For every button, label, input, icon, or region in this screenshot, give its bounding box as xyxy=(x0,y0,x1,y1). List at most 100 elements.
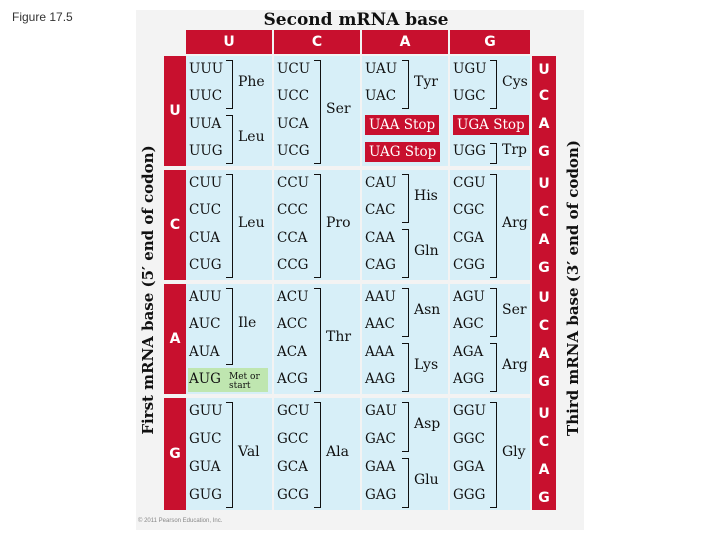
codon: ACA xyxy=(277,343,307,360)
amino-acid-label: Leu xyxy=(238,215,265,231)
codon: AAC xyxy=(365,316,395,333)
codon: GGG xyxy=(453,487,486,503)
codon: AGC xyxy=(453,316,484,333)
codon: GGC xyxy=(453,431,485,447)
amino-acid-label: His xyxy=(414,187,438,204)
amino-acid-label: Val xyxy=(238,444,260,460)
codon: UCA xyxy=(277,115,309,132)
first-base-header-a: A xyxy=(164,284,186,394)
amino-acid-bracket xyxy=(226,115,233,164)
codon: GCC xyxy=(277,431,309,447)
codon-block xyxy=(362,398,448,510)
codon-block xyxy=(362,284,448,394)
amino-acid-label: Ser xyxy=(326,101,351,117)
third-base-label: A xyxy=(538,462,550,478)
codon: UCU xyxy=(277,60,311,77)
amino-acid-label: Phe xyxy=(238,73,265,90)
codon: UUG xyxy=(189,143,223,160)
third-base-label: U xyxy=(538,290,550,306)
codon: ACG xyxy=(277,371,308,388)
amino-acid-label: Arg xyxy=(502,215,528,231)
codon: CAU xyxy=(365,174,397,191)
codon: CUA xyxy=(189,229,221,246)
third-base-label: C xyxy=(538,318,550,334)
third-base-label: G xyxy=(538,144,550,160)
codon-block xyxy=(450,170,530,280)
third-base-label: A xyxy=(538,346,550,362)
figure-label: Figure 17.5 xyxy=(12,10,73,24)
codon: GAU xyxy=(365,403,397,419)
amino-acid-bracket xyxy=(402,458,409,508)
codon-block xyxy=(274,56,360,166)
amino-acid-bracket xyxy=(314,174,321,278)
codon: AUC xyxy=(189,316,221,333)
codon: GAG xyxy=(365,487,397,503)
codon: CAA xyxy=(365,229,395,246)
codon: AGA xyxy=(453,343,484,360)
first-base-header-c: C xyxy=(164,170,186,280)
third-base-axis-label: Third mRNA base (3′ end of codon) xyxy=(564,140,582,436)
codon: GUG xyxy=(189,487,222,503)
codon-block xyxy=(450,398,530,510)
third-base-label: C xyxy=(538,204,550,220)
codon: GAC xyxy=(365,431,396,447)
codon: GCG xyxy=(277,487,309,503)
copyright-notice: © 2011 Pearson Education, Inc. xyxy=(138,518,223,524)
second-base-header-g: G xyxy=(450,30,530,54)
third-base-label: G xyxy=(538,260,550,276)
amino-acid-bracket xyxy=(490,402,497,508)
codon: CCU xyxy=(277,174,310,191)
third-base-column: U C A G U C A G U C A G U C A G xyxy=(532,56,556,510)
codon: UAC xyxy=(365,88,397,105)
amino-acid-bracket xyxy=(314,288,321,392)
codon-block xyxy=(450,56,530,166)
codon: CGA xyxy=(453,229,484,246)
codon-block xyxy=(274,398,360,510)
amino-acid-label: Cys xyxy=(502,73,528,90)
first-base-header-g: G xyxy=(164,398,186,510)
codon: AGG xyxy=(453,371,485,388)
amino-acid-bracket xyxy=(226,288,233,365)
amino-acid-label: Ile xyxy=(238,315,257,332)
codon: AUG xyxy=(189,371,221,388)
amino-acid-bracket xyxy=(314,402,321,508)
codon: CUC xyxy=(189,202,222,219)
amino-acid-label: Thr xyxy=(326,329,352,345)
amino-acid-label: Arg xyxy=(502,356,528,373)
codon-block xyxy=(274,284,360,394)
amino-acid-bracket xyxy=(490,343,497,392)
codon: CUG xyxy=(189,257,222,274)
codon: CGC xyxy=(453,202,485,219)
start-label: Met or start xyxy=(229,372,260,392)
second-base-title: Second mRNA base xyxy=(263,10,449,30)
amino-acid-label: Asp xyxy=(414,416,441,432)
amino-acid-bracket xyxy=(402,288,409,337)
codon: ACC xyxy=(277,316,308,333)
codon: GGA xyxy=(453,459,485,475)
amino-acid-label: Tyr xyxy=(414,73,438,90)
codon: GAA xyxy=(365,459,396,475)
codon: GUU xyxy=(189,403,223,419)
third-base-label: G xyxy=(538,374,550,390)
amino-acid-label: Asn xyxy=(414,301,441,318)
codon: GUC xyxy=(189,431,222,447)
amino-acid-label: Gly xyxy=(502,444,526,460)
codon: CGU xyxy=(453,174,486,191)
codon: CCC xyxy=(277,202,308,219)
codon: UCG xyxy=(277,143,310,160)
codon: AAG xyxy=(365,371,396,388)
codon-block xyxy=(186,398,272,510)
codon: UAU xyxy=(365,60,398,77)
first-base-header-u: U xyxy=(164,56,186,166)
amino-acid-bracket xyxy=(226,174,233,278)
codon: CUU xyxy=(189,174,223,191)
codon-block xyxy=(186,56,272,166)
amino-acid-bracket xyxy=(402,60,409,109)
codon: AAA xyxy=(365,343,395,360)
codon: UUC xyxy=(189,88,223,105)
codon: UGU xyxy=(453,60,487,77)
amino-acid-bracket xyxy=(402,229,409,278)
third-base-label: U xyxy=(538,62,550,78)
third-base-label: G xyxy=(538,490,550,506)
codon: UCC xyxy=(277,88,310,105)
